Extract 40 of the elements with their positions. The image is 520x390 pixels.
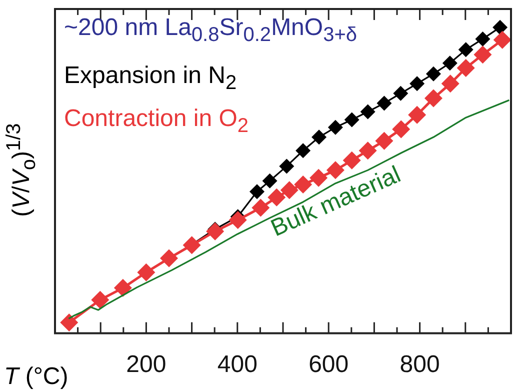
point [441, 74, 460, 93]
x-tick-label: 200 [126, 351, 166, 378]
point [376, 96, 392, 111]
text: Expansion in N$_{2}$ [64, 61, 238, 96]
point [279, 158, 294, 174]
x-tick-label: 800 [400, 351, 440, 378]
point [392, 120, 410, 138]
point [252, 198, 270, 217]
point [358, 142, 377, 160]
point [344, 112, 360, 128]
point [475, 31, 490, 46]
point [262, 173, 278, 188]
point [250, 184, 265, 200]
point [280, 181, 298, 200]
point [296, 143, 311, 158]
point [492, 20, 508, 35]
point [312, 130, 327, 145]
point [268, 188, 286, 206]
point [426, 66, 441, 82]
point [328, 120, 343, 135]
x-tick-label: 400 [217, 351, 258, 378]
point [294, 176, 312, 194]
point [474, 46, 492, 64]
point [410, 76, 425, 92]
chart-title: ~200 nm La$_{0.8}$Sr$_{0.2}$MnO$_{3+δ}$ [64, 14, 358, 48]
point [360, 104, 376, 120]
point [375, 132, 394, 150]
x-tick-label: 600 [308, 351, 349, 378]
x-axis-title: T (°C) [4, 363, 68, 390]
point [458, 42, 474, 58]
point [493, 30, 511, 49]
point [408, 106, 426, 124]
point [424, 89, 442, 108]
point [206, 222, 224, 240]
point [442, 56, 458, 71]
text: Contraction in O$_{2}$ [64, 104, 249, 139]
point [456, 59, 475, 78]
point [228, 211, 247, 230]
point [182, 236, 201, 254]
point [393, 86, 408, 101]
